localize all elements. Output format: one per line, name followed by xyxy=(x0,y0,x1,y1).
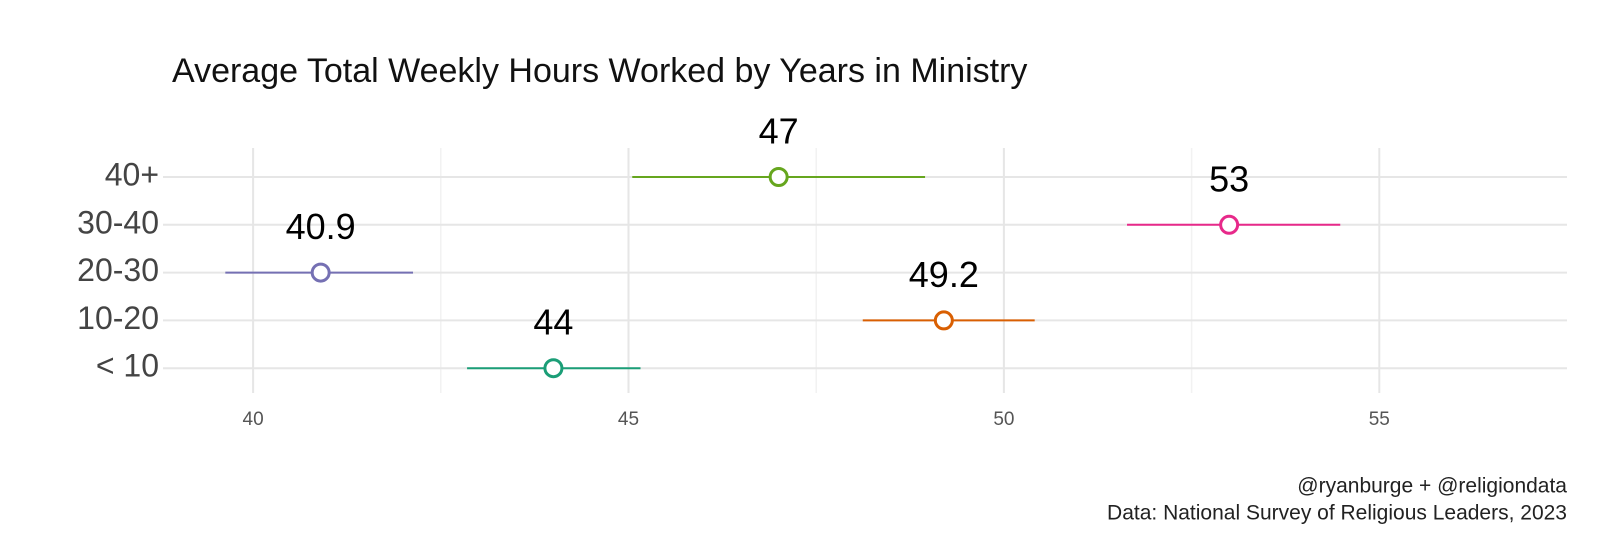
value-label: 47 xyxy=(759,111,799,152)
value-label: 49.2 xyxy=(909,254,979,295)
caption: Data: National Survey of Religious Leade… xyxy=(1107,502,1567,525)
x-tick-label: 50 xyxy=(993,409,1014,430)
value-label: 44 xyxy=(533,302,573,343)
dot xyxy=(543,358,564,379)
value-label: 53 xyxy=(1209,158,1249,199)
dot xyxy=(768,167,789,187)
x-tick-label: 55 xyxy=(1369,409,1390,430)
value-label: 40.9 xyxy=(286,206,356,247)
dot xyxy=(1219,214,1240,235)
y-tick-label: 30-40 xyxy=(77,204,159,240)
y-tick-label: 10-20 xyxy=(77,300,159,336)
dot xyxy=(933,310,954,331)
x-tick-label: 45 xyxy=(618,409,639,430)
y-tick-label: 20-30 xyxy=(77,252,159,288)
x-tick-label: 40 xyxy=(243,409,264,430)
y-tick-label: 40+ xyxy=(105,156,159,192)
dot xyxy=(310,262,331,283)
caption: @ryanburge + @religiondata xyxy=(1297,475,1567,498)
y-tick-label: < 10 xyxy=(96,348,159,384)
chart-title: Average Total Weekly Hours Worked by Yea… xyxy=(172,52,1027,90)
